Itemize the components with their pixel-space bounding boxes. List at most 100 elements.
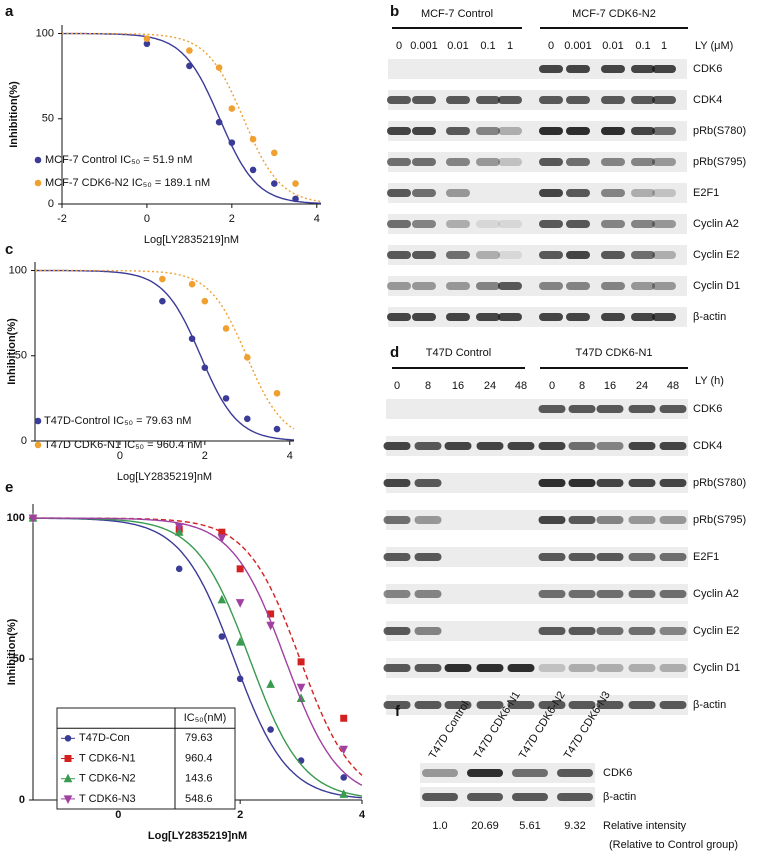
lane-label: 0.01	[602, 40, 623, 52]
blot-band	[566, 96, 590, 104]
point	[159, 275, 166, 283]
blot-band	[566, 313, 590, 321]
point	[228, 105, 236, 112]
point	[243, 415, 251, 423]
point	[63, 795, 73, 805]
point	[64, 755, 72, 762]
row-label: Cyclin D1	[693, 662, 740, 674]
blot-band	[601, 96, 625, 104]
blot-strip	[388, 152, 687, 172]
blot-band	[444, 664, 472, 672]
group-label: MCF-7 Control	[421, 8, 493, 20]
row-label: CDK4	[693, 440, 722, 452]
point	[188, 280, 196, 288]
blot-band	[446, 189, 470, 197]
row-label: Cyclin A2	[693, 588, 739, 600]
panel-label: f	[395, 703, 401, 720]
y-tick-label: 50	[13, 653, 25, 665]
blot-band	[538, 516, 566, 524]
blot-band	[628, 627, 656, 635]
blot-strip	[388, 276, 687, 296]
blot-band	[412, 189, 436, 197]
row-label: CDK4	[693, 94, 722, 106]
blot-band	[538, 553, 566, 561]
x-tick-label: 0	[115, 809, 121, 821]
intensity-value: 1.0	[432, 820, 447, 832]
blot-band	[422, 793, 458, 801]
y-tick-label: 50	[15, 350, 27, 362]
lane-label: 16	[604, 380, 616, 392]
lane-label: 0	[548, 40, 554, 52]
point	[34, 417, 42, 425]
lane-label: 24	[636, 380, 648, 392]
x-axis-label: Log[LY2835219]nM	[148, 830, 247, 842]
row-label: E2F1	[693, 551, 719, 563]
blot-band	[557, 769, 593, 777]
point	[218, 528, 226, 536]
lane-label: 0	[396, 40, 402, 52]
row-label: β-actin	[693, 699, 726, 711]
blot-strip	[388, 121, 687, 141]
point	[243, 354, 251, 361]
point	[186, 62, 193, 70]
blot-band	[538, 590, 566, 598]
blot-band	[476, 251, 500, 259]
point	[236, 675, 244, 683]
y-tick-label: 100	[9, 264, 27, 276]
blot-band	[659, 664, 687, 672]
blot-band	[628, 553, 656, 561]
legend-label: T CDK6-N3	[79, 793, 136, 805]
lane-label: 1	[507, 40, 513, 52]
blot-band	[628, 405, 656, 413]
blot-band	[628, 516, 656, 524]
blot-band	[652, 127, 676, 135]
point	[201, 364, 209, 371]
blot-band	[414, 590, 442, 598]
row-label: Cyclin A2	[693, 218, 739, 230]
blot-band	[566, 282, 590, 290]
blot-band	[631, 96, 655, 104]
blot-strip	[386, 510, 688, 530]
blot-band	[568, 553, 596, 561]
point	[297, 658, 305, 666]
point	[159, 297, 166, 305]
blot-strip	[388, 90, 687, 110]
point	[218, 633, 226, 640]
x-tick-label: 2	[237, 809, 243, 821]
blot-band	[414, 553, 442, 561]
group-label: MCF-7 CDK6-N2	[572, 8, 656, 20]
blot-band	[476, 220, 500, 228]
blot-band	[596, 516, 624, 524]
blot-band	[476, 96, 500, 104]
blot-band	[538, 405, 566, 413]
blot-band	[566, 127, 590, 135]
blot-band	[476, 313, 500, 321]
blot-band	[566, 220, 590, 228]
x-tick-label: 0	[117, 450, 123, 462]
point	[266, 679, 275, 688]
blot-band	[659, 590, 687, 598]
blot-band	[412, 251, 436, 259]
blot-band	[383, 553, 411, 561]
blot-band	[498, 282, 522, 290]
y-axis-label: Inhibition(%)	[6, 318, 18, 385]
point	[292, 195, 299, 203]
blot-band	[387, 189, 411, 197]
fit-curve	[33, 517, 363, 786]
x-tick-label: 4	[314, 213, 320, 225]
x-tick-label: 4	[287, 450, 293, 462]
point	[217, 594, 227, 604]
blot-band	[539, 96, 563, 104]
blot-strip	[386, 547, 688, 567]
point	[339, 789, 349, 798]
blot-strip	[386, 695, 688, 715]
point	[228, 139, 236, 146]
y-tick-label: 0	[48, 198, 54, 210]
legend-label: T47D-Con	[79, 732, 130, 744]
blot-band	[539, 158, 563, 166]
blot-band	[512, 769, 548, 777]
legend-label: T47D-Control IC₅₀ = 79.63 nM	[44, 415, 191, 427]
panel-label: c	[5, 241, 13, 258]
lane-title: LY (h)	[695, 375, 724, 387]
point	[34, 441, 42, 449]
